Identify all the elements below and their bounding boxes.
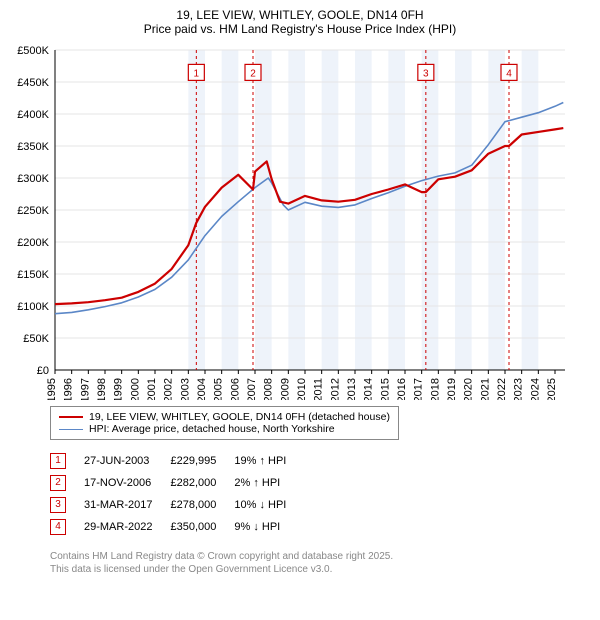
title-line-1: 19, LEE VIEW, WHITLEY, GOOLE, DN14 0FH xyxy=(10,8,590,22)
svg-text:2020: 2020 xyxy=(463,378,475,400)
event-marker-box: 1 xyxy=(50,453,66,469)
svg-text:2008: 2008 xyxy=(263,378,275,400)
footer-line-2: This data is licensed under the Open Gov… xyxy=(50,563,590,576)
legend-row: 19, LEE VIEW, WHITLEY, GOOLE, DN14 0FH (… xyxy=(59,411,390,423)
svg-text:£500K: £500K xyxy=(17,45,49,57)
svg-text:£0: £0 xyxy=(37,365,49,377)
svg-text:2022: 2022 xyxy=(496,378,508,400)
svg-text:2012: 2012 xyxy=(329,378,341,400)
event-date: 17-NOV-2006 xyxy=(84,472,170,494)
svg-text:1: 1 xyxy=(194,68,200,79)
svg-text:£150K: £150K xyxy=(17,269,49,281)
svg-text:2002: 2002 xyxy=(163,378,175,400)
container: 19, LEE VIEW, WHITLEY, GOOLE, DN14 0FH P… xyxy=(0,0,600,586)
svg-text:1995: 1995 xyxy=(46,378,58,400)
chart-svg: £0 £50K £100K £150K £200K £250K £300K £350K £400… xyxy=(10,40,570,400)
footer: Contains HM Land Registry data © Crown c… xyxy=(50,550,590,576)
svg-text:2024: 2024 xyxy=(529,378,541,400)
footer-line-1: Contains HM Land Registry data © Crown c… xyxy=(50,550,590,563)
svg-text:£200K: £200K xyxy=(17,237,49,249)
svg-text:£50K: £50K xyxy=(23,333,49,345)
event-delta: 2% ↑ HPI xyxy=(234,472,304,494)
svg-text:2018: 2018 xyxy=(429,378,441,400)
svg-text:2023: 2023 xyxy=(513,378,525,400)
event-date: 27-JUN-2003 xyxy=(84,450,170,472)
svg-text:£100K: £100K xyxy=(17,301,49,313)
svg-text:1999: 1999 xyxy=(113,378,125,400)
svg-text:2010: 2010 xyxy=(296,378,308,400)
event-date: 29-MAR-2022 xyxy=(84,516,170,538)
event-price: £350,000 xyxy=(170,516,234,538)
svg-text:2011: 2011 xyxy=(313,378,325,400)
svg-text:£300K: £300K xyxy=(17,173,49,185)
svg-text:2017: 2017 xyxy=(413,378,425,400)
svg-text:2006: 2006 xyxy=(229,378,241,400)
event-row: 4 29-MAR-2022£350,0009% ↓ HPI xyxy=(50,516,304,538)
event-marker-box: 3 xyxy=(50,497,66,513)
svg-text:£250K: £250K xyxy=(17,205,49,217)
event-row: 3 31-MAR-2017£278,00010% ↓ HPI xyxy=(50,494,304,516)
svg-text:2000: 2000 xyxy=(129,378,141,400)
event-delta: 10% ↓ HPI xyxy=(234,494,304,516)
svg-text:1996: 1996 xyxy=(63,378,75,400)
svg-text:2013: 2013 xyxy=(346,378,358,400)
event-price: £278,000 xyxy=(170,494,234,516)
svg-text:2021: 2021 xyxy=(479,378,491,400)
event-delta: 9% ↓ HPI xyxy=(234,516,304,538)
event-price: £229,995 xyxy=(170,450,234,472)
svg-text:1997: 1997 xyxy=(79,378,91,400)
svg-text:3: 3 xyxy=(423,68,429,79)
event-marker-box: 4 xyxy=(50,519,66,535)
legend-label: 19, LEE VIEW, WHITLEY, GOOLE, DN14 0FH (… xyxy=(89,411,390,423)
chart: £0 £50K £100K £150K £200K £250K £300K £350K £400… xyxy=(10,40,590,400)
event-price: £282,000 xyxy=(170,472,234,494)
event-date: 31-MAR-2017 xyxy=(84,494,170,516)
event-delta: 19% ↑ HPI xyxy=(234,450,304,472)
svg-text:£450K: £450K xyxy=(17,77,49,89)
title-block: 19, LEE VIEW, WHITLEY, GOOLE, DN14 0FH P… xyxy=(10,8,590,36)
legend-row: HPI: Average price, detached house, Nort… xyxy=(59,423,390,435)
svg-text:1998: 1998 xyxy=(96,378,108,400)
svg-text:2005: 2005 xyxy=(213,378,225,400)
events-table: 1 27-JUN-2003£229,99519% ↑ HPI 2 17-NOV-200… xyxy=(50,450,304,538)
svg-text:2001: 2001 xyxy=(146,378,158,400)
svg-text:2025: 2025 xyxy=(546,378,558,400)
svg-text:4: 4 xyxy=(506,68,512,79)
event-row: 2 17-NOV-2006£282,0002% ↑ HPI xyxy=(50,472,304,494)
legend-label: HPI: Average price, detached house, Nort… xyxy=(89,423,335,435)
legend-swatch xyxy=(59,429,83,430)
svg-text:2015: 2015 xyxy=(379,378,391,400)
svg-text:2003: 2003 xyxy=(179,378,191,400)
event-marker-box: 2 xyxy=(50,475,66,491)
svg-text:2007: 2007 xyxy=(246,378,258,400)
svg-text:2004: 2004 xyxy=(196,378,208,400)
svg-text:£400K: £400K xyxy=(17,109,49,121)
legend: 19, LEE VIEW, WHITLEY, GOOLE, DN14 0FH (… xyxy=(50,406,399,440)
svg-text:£350K: £350K xyxy=(17,141,49,153)
legend-swatch xyxy=(59,416,83,418)
svg-text:2016: 2016 xyxy=(396,378,408,400)
event-row: 1 27-JUN-2003£229,99519% ↑ HPI xyxy=(50,450,304,472)
title-line-2: Price paid vs. HM Land Registry's House … xyxy=(10,22,590,36)
svg-text:2009: 2009 xyxy=(279,378,291,400)
svg-text:2014: 2014 xyxy=(363,378,375,400)
svg-text:2019: 2019 xyxy=(446,378,458,400)
svg-text:2: 2 xyxy=(250,68,256,79)
